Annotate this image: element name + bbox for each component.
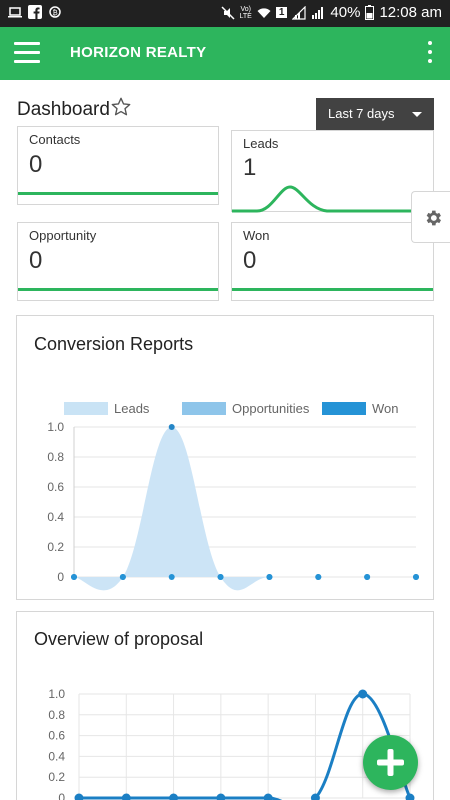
network-type: Vo) LTE [239,5,252,20]
proposal-chart: 0 0.2 0.4 0.6 0.8 1.0 [48,687,415,800]
wifi-icon [257,7,271,18]
data-point[interactable] [263,793,273,800]
laptop-icon [8,7,22,18]
stat-value: 0 [29,151,43,178]
data-point[interactable] [405,793,415,800]
data-point[interactable] [217,574,224,580]
series-line [79,692,412,800]
y-tick-label: 0.8 [48,708,65,722]
page-title: Dashboard [17,99,110,120]
data-point[interactable] [364,574,371,580]
y-tick-label: 0 [57,570,64,584]
y-tick-label: 0.6 [47,480,64,494]
data-point[interactable] [266,574,273,580]
legend-label: Opportunities [232,401,310,416]
battery-percent: 40% [330,4,361,21]
hamburger-icon[interactable] [14,42,40,64]
stat-card-opportunity[interactable]: Opportunity 0 [17,222,219,301]
data-point[interactable] [121,793,131,800]
stat-value: 0 [243,247,257,274]
legend-swatch[interactable] [322,402,366,415]
stat-label: Won [243,228,270,243]
stat-label: Contacts [29,132,81,147]
stat-bar [18,192,218,195]
y-tick-label: 0 [58,791,65,800]
data-point[interactable] [168,574,175,580]
conversion-chart: Leads Opportunities Won 0 0.2 0.4 0.6 0.8 1.0 [47,401,419,591]
stat-label: Leads [243,136,279,151]
data-saver-icon: ₿ [49,6,61,18]
stat-bar [18,288,218,291]
stat-card-won[interactable]: Won 0 [231,222,434,301]
stat-bar [232,288,433,291]
app-title: HORIZON REALTY [70,44,207,61]
clock: 12:08 am [379,4,442,21]
date-range-label: Last 7 days [328,106,395,121]
stat-value: 0 [29,247,43,274]
signal-icon-2 [312,6,324,19]
data-point[interactable] [358,689,368,699]
gear-icon [426,210,441,226]
caret-down-icon [412,112,422,117]
data-point[interactable] [310,793,320,800]
y-tick-label: 0.2 [47,540,64,554]
stat-value: 1 [243,154,257,181]
settings-button[interactable] [411,191,450,243]
data-point[interactable] [74,793,84,800]
y-tick-label: 0.4 [47,510,64,524]
status-bar: ₿ Vo) LTE 1 40% 12:08 am [0,0,450,27]
y-tick-label: 0.2 [48,770,65,784]
stat-card-leads[interactable]: Leads 1 [231,130,435,213]
add-fab-button[interactable] [363,735,418,790]
battery-icon [365,5,375,20]
data-point[interactable] [71,574,77,580]
y-tick-label: 0.4 [48,749,65,763]
data-point[interactable] [119,574,126,580]
conversion-reports-panel: Conversion Reports Leads Opportunities Won… [16,315,434,600]
legend-swatch[interactable] [64,402,108,415]
series-area-leads [74,427,416,591]
data-point[interactable] [169,793,179,800]
legend-swatch[interactable] [182,402,226,415]
data-point[interactable] [168,424,175,430]
facebook-icon [28,5,42,19]
leads-sparkline [232,185,435,213]
stat-label: Opportunity [29,228,97,243]
mute-icon [221,5,235,20]
legend-label: Won [372,401,399,416]
y-tick-label: 1.0 [48,687,65,701]
signal-icon [292,5,307,20]
chart-title: Conversion Reports [34,334,194,354]
chart-title: Overview of proposal [34,629,204,649]
y-tick-label: 1.0 [47,420,64,434]
data-point[interactable] [216,793,226,800]
svg-text:₿: ₿ [53,9,58,17]
sim-badge: 1 [275,7,288,18]
data-point[interactable] [413,574,419,580]
data-point[interactable] [315,574,322,580]
stat-card-contacts[interactable]: Contacts 0 [17,126,219,205]
star-icon[interactable] [110,96,132,118]
more-vert-icon[interactable] [424,41,436,67]
date-range-select[interactable]: Last 7 days [316,98,434,130]
legend-label: Leads [114,401,150,416]
y-tick-label: 0.8 [47,450,64,464]
plus-icon [377,749,404,776]
y-tick-label: 0.6 [48,729,65,743]
app-bar: HORIZON REALTY [0,27,450,80]
